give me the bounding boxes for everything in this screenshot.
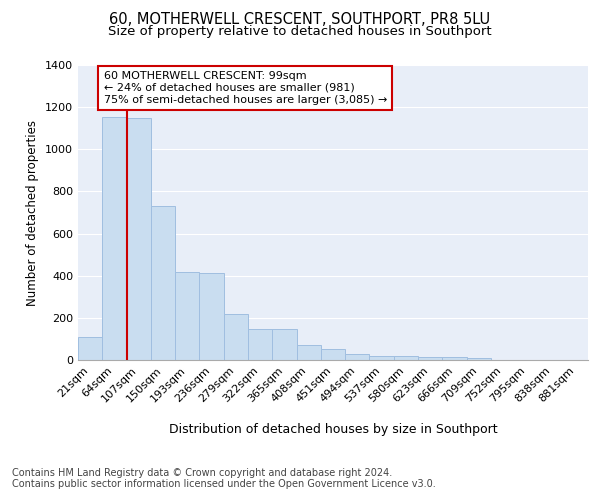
Bar xyxy=(199,272,224,360)
Text: Contains HM Land Registry data © Crown copyright and database right 2024.
Contai: Contains HM Land Registry data © Crown c… xyxy=(12,468,436,489)
Bar xyxy=(321,350,345,360)
Bar xyxy=(127,118,151,360)
Bar xyxy=(370,356,394,360)
Bar xyxy=(175,272,199,360)
Bar xyxy=(418,357,442,360)
Bar xyxy=(151,206,175,360)
Text: 60, MOTHERWELL CRESCENT, SOUTHPORT, PR8 5LU: 60, MOTHERWELL CRESCENT, SOUTHPORT, PR8 … xyxy=(109,12,491,28)
Text: 60 MOTHERWELL CRESCENT: 99sqm
← 24% of detached houses are smaller (981)
75% of : 60 MOTHERWELL CRESCENT: 99sqm ← 24% of d… xyxy=(104,72,387,104)
Bar xyxy=(248,329,272,360)
Text: Size of property relative to detached houses in Southport: Size of property relative to detached ho… xyxy=(108,25,492,38)
Bar xyxy=(272,329,296,360)
Bar xyxy=(467,358,491,360)
Bar xyxy=(394,356,418,360)
Bar xyxy=(442,358,467,360)
Text: Distribution of detached houses by size in Southport: Distribution of detached houses by size … xyxy=(169,422,497,436)
Bar xyxy=(296,345,321,360)
Bar xyxy=(78,338,102,360)
Y-axis label: Number of detached properties: Number of detached properties xyxy=(26,120,40,306)
Bar xyxy=(345,354,370,360)
Bar xyxy=(102,116,127,360)
Bar xyxy=(224,314,248,360)
